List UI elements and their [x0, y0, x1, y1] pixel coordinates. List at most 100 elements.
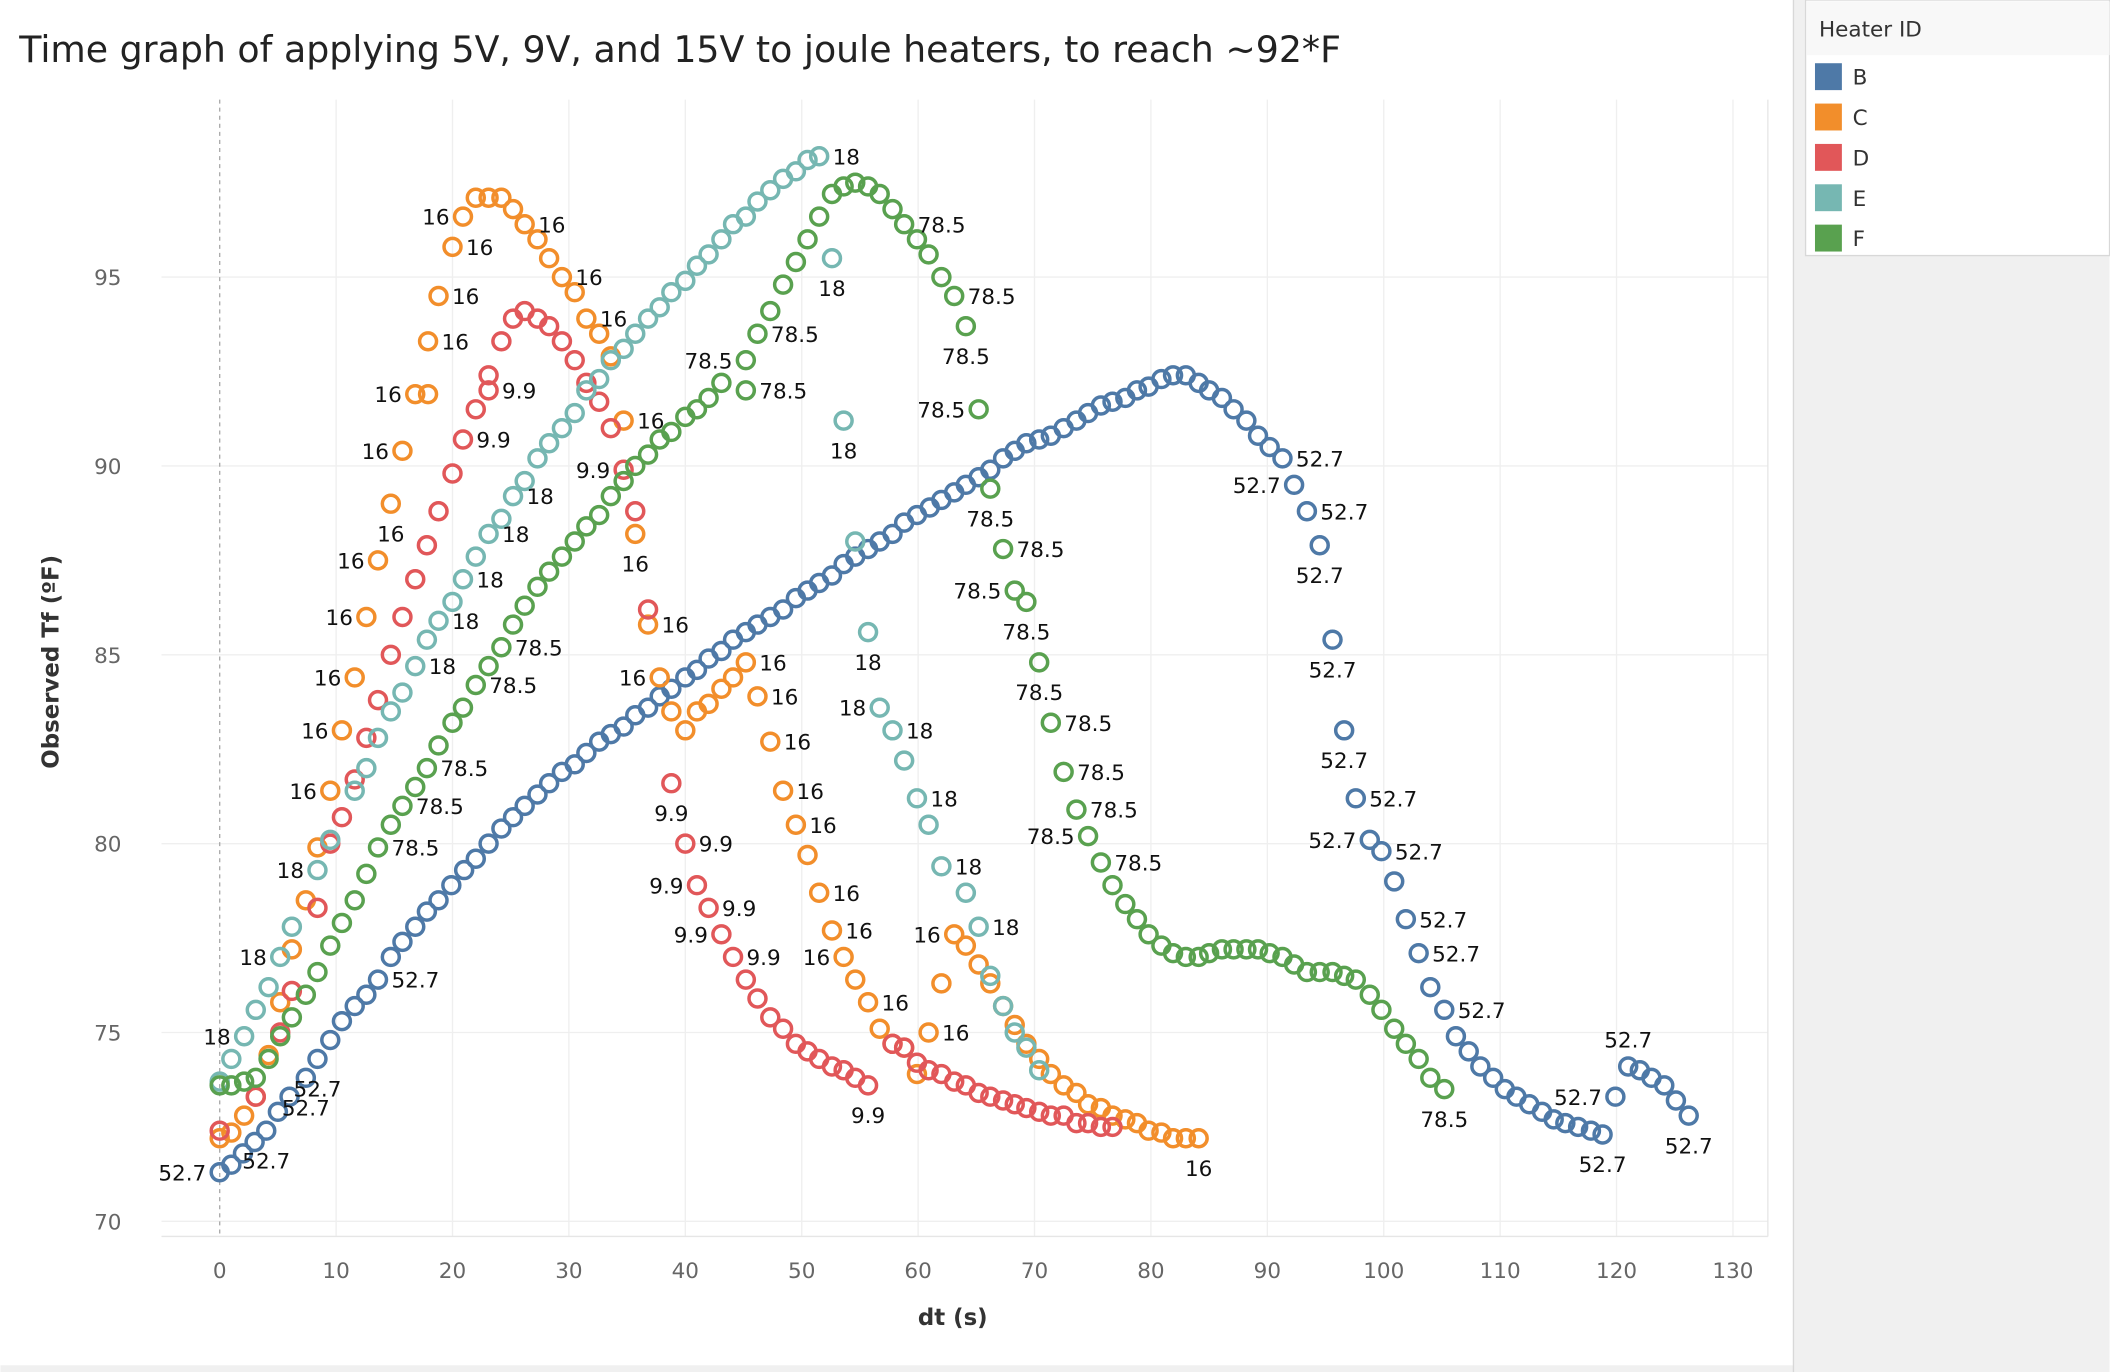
mark-label: 52.7	[282, 1096, 330, 1121]
data-point	[1090, 395, 1112, 416]
data-point	[1175, 946, 1197, 968]
mark-label: 16	[1185, 1157, 1212, 1182]
legend-label: B	[1853, 66, 1868, 91]
data-point	[637, 614, 659, 635]
data-point	[465, 848, 487, 869]
data-point	[331, 912, 353, 934]
data-point	[367, 727, 389, 749]
data-point	[1543, 1109, 1564, 1130]
data-point	[1434, 1078, 1455, 1100]
mark-label: 52.7	[1369, 787, 1417, 812]
data-point	[392, 795, 413, 817]
mark-label: 52.7	[1458, 999, 1506, 1024]
data-point	[906, 229, 928, 250]
data-point	[1053, 761, 1074, 783]
data-point	[452, 697, 474, 718]
data-point	[613, 470, 634, 492]
mark-label: 78.5	[942, 345, 990, 370]
data-point	[367, 550, 389, 571]
data-point	[1605, 1086, 1626, 1107]
data-point	[588, 323, 610, 344]
data-point	[502, 806, 524, 828]
mark-labels: 52.7 52.752.752.752.752.752.752.752.752.7…	[158, 145, 1712, 1186]
data-point	[221, 1122, 242, 1143]
data-point	[270, 1026, 291, 1047]
mark-label: 18	[839, 697, 866, 722]
data-point	[845, 172, 866, 193]
data-point	[808, 206, 830, 227]
mark-label: 52.7	[1308, 829, 1356, 854]
mark-label: 16	[314, 667, 341, 692]
y-tick-label: 95	[94, 266, 121, 291]
data-point	[1102, 391, 1123, 412]
mark-label: 16	[784, 731, 811, 756]
data-point	[1211, 939, 1233, 960]
data-point	[1223, 939, 1244, 960]
data-point	[233, 1105, 255, 1126]
data-point	[637, 697, 659, 718]
mark-label: 9.9	[476, 429, 510, 454]
data-point	[869, 1018, 890, 1039]
mark-label: 16	[913, 923, 940, 948]
data-point	[405, 383, 426, 405]
data-point	[442, 463, 463, 484]
data-point	[1420, 1067, 1441, 1089]
data-point	[1359, 984, 1380, 1005]
mark-label: 16	[337, 549, 364, 574]
data-point	[1028, 1101, 1050, 1123]
data-point	[980, 973, 1001, 994]
data-point	[918, 1060, 939, 1081]
x-tick-label: 70	[1021, 1259, 1048, 1284]
mark-label: 18	[830, 439, 857, 464]
mark-label: 52.7	[1296, 447, 1344, 472]
data-point	[502, 198, 524, 220]
data-point	[1028, 1060, 1050, 1081]
data-point	[538, 315, 560, 337]
data-point	[367, 837, 389, 858]
data-point	[735, 969, 757, 990]
data-point	[1115, 893, 1136, 915]
data-point	[735, 380, 757, 401]
data-point	[785, 251, 807, 273]
legend-swatch	[1814, 224, 1842, 252]
data-point	[600, 485, 622, 507]
data-point	[1236, 939, 1257, 960]
x-tick-label: 40	[672, 1259, 699, 1284]
data-point	[1162, 942, 1184, 964]
data-point	[625, 455, 646, 477]
legend-item-D[interactable]: D	[1814, 143, 1869, 172]
data-point	[955, 315, 977, 337]
legend-item-C[interactable]: C	[1814, 103, 1868, 132]
data-point	[821, 247, 843, 269]
data-point	[686, 255, 708, 276]
legend-item-F[interactable]: F	[1814, 224, 1865, 253]
mark-label: 78.5	[759, 379, 807, 404]
data-point	[893, 750, 915, 771]
data-point	[281, 980, 303, 1002]
legend-header	[1806, 1, 2110, 56]
data-point	[613, 716, 634, 737]
mark-label: 52.7	[1320, 500, 1368, 525]
data-point	[882, 198, 903, 220]
data-point	[1138, 924, 1159, 945]
legend-item-B[interactable]: B	[1814, 63, 1868, 91]
data-point	[527, 448, 548, 469]
legend-label: E	[1853, 187, 1867, 212]
data-point	[893, 1037, 915, 1058]
legend-item-E[interactable]: E	[1814, 184, 1867, 212]
data-point	[442, 712, 463, 734]
data-point	[1395, 1033, 1417, 1055]
x-tick-label: 50	[788, 1259, 815, 1284]
mark-label: 16	[326, 606, 353, 631]
y-axis-title: Observed Tf (ºF)	[38, 555, 64, 769]
x-tick-label: 30	[555, 1259, 582, 1284]
mark-label: 78.5	[1064, 712, 1112, 737]
mark-label: 78.5	[1015, 681, 1063, 706]
data-point	[344, 890, 365, 911]
mark-label: 18	[930, 787, 957, 812]
data-point	[906, 788, 928, 809]
mark-label: 18	[502, 523, 529, 548]
data-point	[527, 784, 548, 805]
x-tick-label: 10	[322, 1259, 349, 1284]
